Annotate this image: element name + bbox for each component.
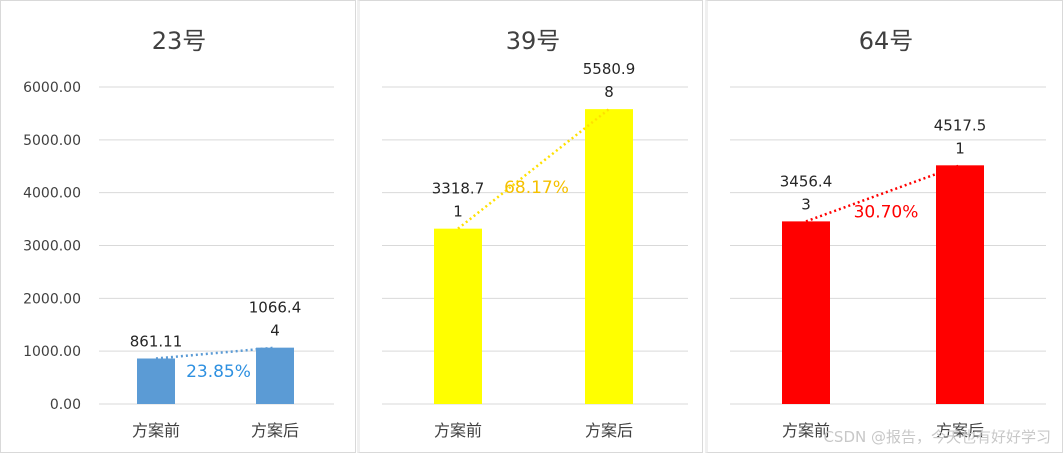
data-label: 1 [453, 203, 463, 221]
data-label: 4 [270, 322, 280, 340]
y-tick-label: 5000.00 [23, 133, 81, 149]
y-tick-label: 1000.00 [23, 344, 81, 360]
data-label: 1066.4 [249, 299, 302, 317]
bar [782, 221, 830, 404]
chart-panel-64: 64号 3456.4 3 方案前 4517.5 1 方案后 30.70% [705, 0, 1063, 453]
y-tick-label: 4000.00 [23, 186, 81, 202]
y-tick-label: 0.00 [50, 397, 81, 413]
chart-panel-23: 23号 0.00 1000.00 2000.00 3000.00 4000.00 5000.… [0, 0, 356, 453]
data-label: 5580.9 [583, 60, 636, 78]
data-label: 4517.5 [934, 116, 987, 134]
growth-annotation: 30.70% [854, 202, 919, 222]
x-tick-label: 方案前 [434, 421, 482, 440]
bar [137, 358, 175, 404]
bar [936, 165, 984, 404]
bar [256, 347, 294, 404]
data-label: 3318.7 [432, 180, 485, 198]
trend-line [805, 164, 961, 223]
chart-title: 23号 [152, 27, 207, 55]
growth-annotation: 23.85% [186, 362, 251, 382]
data-label: 3456.4 [780, 172, 833, 190]
data-label: 8 [604, 83, 614, 101]
chart-39-svg: 39号 3318.7 1 方案前 5580.9 8 方案后 68.17% [382, 27, 688, 440]
chart-23-svg: 23号 0.00 1000.00 2000.00 3000.00 4000.00 5000.… [23, 27, 334, 440]
x-tick-label: 方案前 [782, 421, 830, 440]
chart-title: 39号 [506, 27, 561, 55]
watermark: CSDN @报告，今天也有好好学习 [823, 428, 1051, 446]
growth-annotation: 68.17% [504, 178, 569, 198]
y-tick-label: 2000.00 [23, 291, 81, 307]
bar [434, 228, 482, 404]
data-label: 861.11 [130, 333, 183, 351]
y-tick-label: 6000.00 [23, 80, 81, 96]
bar [585, 109, 633, 405]
chart-title: 64号 [859, 27, 914, 55]
x-tick-label: 方案前 [132, 421, 180, 440]
y-tick-label: 3000.00 [23, 239, 81, 255]
data-label: 1 [955, 139, 965, 157]
chart-64-svg: 64号 3456.4 3 方案前 4517.5 1 方案后 30.70% [730, 27, 1046, 440]
x-tick-label: 方案后 [585, 421, 633, 440]
x-tick-label: 方案后 [251, 421, 299, 440]
trend-line [457, 108, 610, 230]
chart-panel-39: 39号 3318.7 1 方案前 5580.9 8 方案后 68.17% [357, 0, 703, 453]
data-label: 3 [801, 195, 811, 213]
x-tick-label: 方案后 [936, 421, 984, 440]
